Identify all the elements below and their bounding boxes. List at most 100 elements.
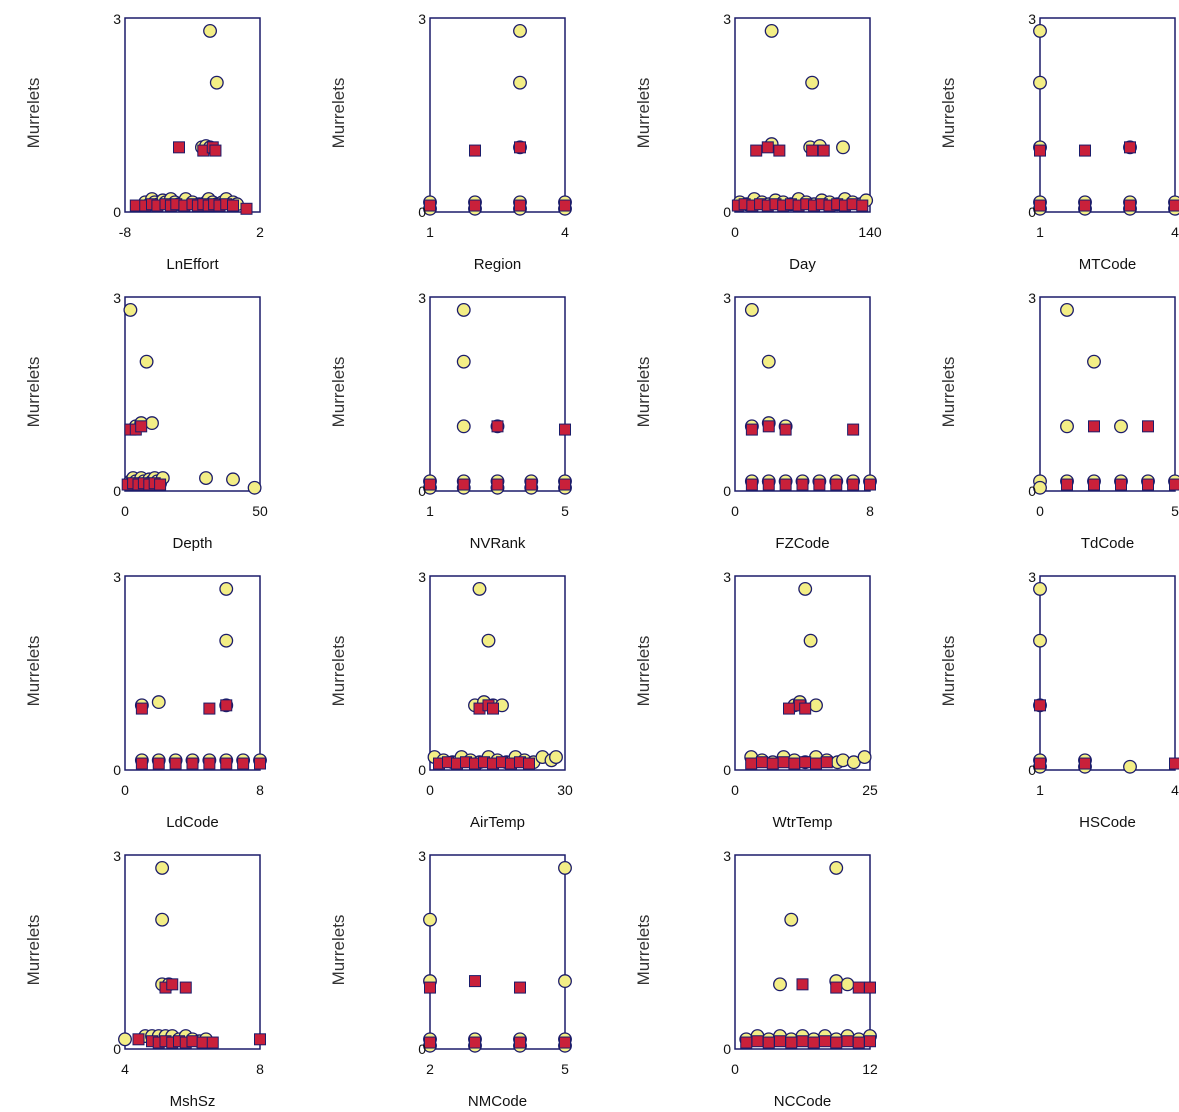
square-point (203, 757, 216, 770)
y-tick-min: 0 (723, 204, 731, 220)
circle-point (840, 977, 855, 992)
plot-frame (734, 17, 871, 213)
plot-frame (124, 17, 261, 213)
x-tick-max: 4 (1171, 224, 1179, 240)
y-axis-label: Murrelets (939, 636, 958, 707)
y-tick-max: 3 (418, 848, 426, 864)
x-tick-max: 50 (252, 503, 268, 519)
square-point (1079, 199, 1091, 212)
circle-point (798, 581, 813, 596)
square-point (220, 699, 233, 712)
plot-frame (124, 575, 261, 771)
square-point (469, 975, 481, 988)
y-axis-label: Murrelets (634, 636, 653, 707)
circle-point (809, 698, 823, 713)
circle-point (1123, 759, 1137, 774)
circle-point (1033, 23, 1047, 38)
square-point (424, 1036, 436, 1049)
square-point (135, 757, 148, 770)
square-point (817, 144, 830, 157)
square-point (841, 1035, 854, 1048)
scatter-plot-fzcode: Murrelets 0 3 0 8 FZCode (634, 290, 877, 552)
circle-point (247, 480, 262, 495)
x-axis-label: NCCode (774, 1093, 832, 1110)
circle-point (219, 581, 234, 596)
y-tick-max: 3 (418, 11, 426, 27)
y-tick-max: 3 (723, 290, 731, 306)
scatter-plot-region: Murrelets 0 3 1 4 Region (329, 11, 572, 273)
circle-point (558, 974, 572, 989)
square-point (559, 199, 571, 212)
square-point (799, 702, 812, 715)
square-point (773, 144, 786, 157)
plot-frame (1039, 296, 1176, 492)
scatter-plot-wtrtemp: Murrelets 0 3 0 25 WtrTemp (634, 569, 878, 831)
x-tick-min: -8 (119, 224, 132, 240)
circle-point (118, 1032, 132, 1047)
x-axis-label: MshSz (170, 1093, 216, 1110)
y-tick-max: 3 (113, 848, 121, 864)
square-point (1124, 141, 1136, 154)
x-tick-min: 0 (731, 503, 739, 519)
square-point (779, 423, 792, 436)
circle-point (151, 695, 166, 710)
y-tick-min: 0 (113, 1041, 121, 1057)
circle-point (513, 23, 527, 38)
circle-point (219, 633, 234, 648)
square-point (1169, 199, 1179, 212)
scatter-plot-day: Murrelets 0 3 0 140 Day (634, 11, 882, 273)
x-tick-max: 5 (561, 1061, 569, 1077)
x-axis-label: MTCode (1079, 256, 1137, 273)
scatter-plot-lneffort: Murrelets 0 3 -8 2 LnEffort (24, 11, 264, 273)
plot-frame (429, 854, 566, 1050)
square-point (186, 757, 199, 770)
square-point (514, 981, 526, 994)
y-tick-min: 0 (1028, 762, 1036, 778)
square-point (132, 1033, 145, 1046)
x-tick-min: 1 (1036, 224, 1044, 240)
square-point (154, 478, 167, 491)
circle-point (773, 977, 787, 992)
square-point (745, 423, 758, 436)
square-point (469, 1036, 481, 1049)
square-point (750, 144, 763, 157)
square-point (1034, 144, 1046, 157)
square-point (762, 1036, 775, 1049)
circle-point (829, 860, 844, 875)
circle-point (1060, 419, 1074, 434)
square-point (1034, 199, 1046, 212)
y-axis-label: Murrelets (24, 357, 43, 428)
circle-point (472, 581, 487, 596)
square-point (240, 202, 253, 215)
circle-point (513, 75, 527, 90)
square-point (209, 144, 222, 157)
x-axis-label: HSCode (1079, 814, 1136, 831)
square-point (766, 757, 779, 770)
plot-frame (124, 296, 261, 492)
square-point (1079, 144, 1091, 157)
y-axis-label: Murrelets (329, 915, 348, 986)
x-tick-min: 0 (731, 1061, 739, 1077)
square-point (783, 702, 795, 715)
square-point (830, 981, 843, 994)
square-point (254, 1033, 266, 1046)
y-axis-label: Murrelets (24, 78, 43, 149)
x-tick-min: 1 (426, 224, 434, 240)
x-tick-min: 0 (121, 782, 129, 798)
square-point (135, 420, 148, 433)
y-tick-min: 0 (418, 204, 426, 220)
x-axis-label: TdCode (1081, 535, 1134, 552)
scatter-plot-hscode: Murrelets 0 3 1 4 HSCode (939, 569, 1179, 831)
y-axis-label: Murrelets (329, 78, 348, 149)
square-point (1142, 478, 1154, 491)
square-point (1124, 199, 1136, 212)
scatter-plot-mtcode: Murrelets 0 3 1 4 MTCode (939, 11, 1179, 273)
square-point (856, 199, 869, 212)
square-point (1115, 478, 1127, 491)
circle-point (784, 912, 799, 927)
y-tick-max: 3 (113, 290, 121, 306)
circle-point (203, 23, 218, 38)
circle-point (549, 750, 563, 765)
circle-point (155, 912, 170, 927)
circle-point (558, 860, 572, 875)
